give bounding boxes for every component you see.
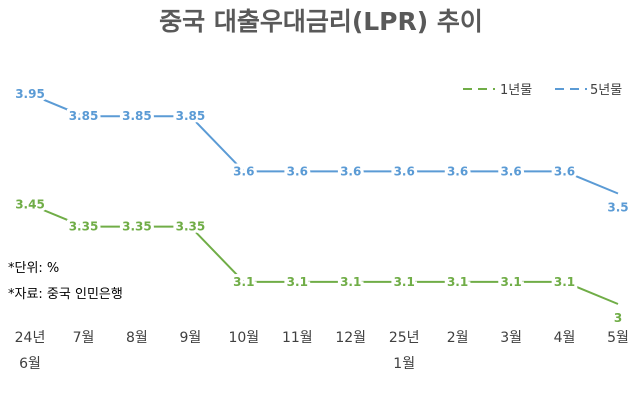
data-label-s0-10: 3.1 (554, 275, 575, 289)
data-label-s1-7: 3.6 (394, 164, 415, 178)
x-tick-label-7-1: 1월 (393, 356, 415, 372)
data-label-s1-2: 3.85 (122, 109, 152, 123)
data-label-s1-0: 3.95 (15, 87, 45, 101)
x-tick-label-7-0: 25년 (389, 330, 420, 346)
data-label-s0-2: 3.35 (122, 220, 152, 234)
x-tick-label-3-0: 9월 (180, 330, 202, 346)
data-label-s0-5: 3.1 (287, 275, 308, 289)
x-axis-ticks: 24년 6월 7월 8월 9월 10월 11월 12월 25년 1월 2월 3월 4월 5월 (15, 330, 629, 372)
data-label-s0-3: 3.35 (176, 220, 206, 234)
data-label-s0-11: 3 (614, 311, 622, 325)
data-label-s1-11: 3.5 (607, 201, 628, 215)
unit-note: *단위: % (8, 261, 59, 276)
data-label-s1-9: 3.6 (500, 164, 521, 178)
series-line-0 (29, 203, 619, 305)
data-label-s1-10: 3.6 (554, 164, 575, 178)
data-label-s0-4: 3.1 (233, 275, 254, 289)
legend: 1년물 5년물 (463, 83, 622, 98)
data-label-s0-7: 3.1 (394, 275, 415, 289)
data-label-s0-6: 3.1 (340, 275, 361, 289)
x-tick-label-5-0: 11월 (282, 330, 313, 346)
series-line-1 (29, 93, 619, 195)
data-label-s0-1: 3.35 (69, 220, 99, 234)
legend-label-5y: 5년물 (590, 83, 622, 98)
data-label-s0-0: 3.45 (15, 198, 45, 212)
x-tick-label-9-0: 3월 (500, 330, 522, 346)
x-tick-label-0-1: 6월 (19, 356, 41, 372)
source-note: *자료: 중국 인민은행 (8, 286, 123, 302)
x-tick-label-8-0: 2월 (447, 330, 469, 346)
data-label-s1-3: 3.85 (176, 109, 206, 123)
data-label-s1-4: 3.6 (233, 164, 254, 178)
series-layer (29, 93, 619, 305)
x-tick-label-11-0: 5월 (607, 330, 629, 346)
x-tick-label-10-0: 4월 (554, 330, 576, 346)
x-tick-label-2-0: 8월 (126, 330, 148, 346)
data-label-s1-6: 3.6 (340, 164, 361, 178)
x-tick-label-0-0: 24년 (15, 330, 46, 346)
data-label-s1-1: 3.85 (69, 109, 99, 123)
data-labels-layer: 3.45 3.35 3.35 3.35 3.1 3.1 3.1 3.1 3.1 3.1 3.1 3 3.… (12, 84, 631, 328)
x-tick-label-1-0: 7월 (73, 330, 95, 346)
data-label-s1-5: 3.6 (287, 164, 308, 178)
data-label-s0-8: 3.1 (447, 275, 468, 289)
x-tick-label-4-0: 10월 (228, 330, 259, 346)
chart-title: 중국 대출우대금리(LPR) 추이 (159, 7, 483, 36)
x-tick-label-6-0: 12월 (335, 330, 366, 346)
data-label-s0-9: 3.1 (500, 275, 521, 289)
legend-label-1y: 1년물 (500, 83, 532, 98)
data-label-s1-8: 3.6 (447, 164, 468, 178)
